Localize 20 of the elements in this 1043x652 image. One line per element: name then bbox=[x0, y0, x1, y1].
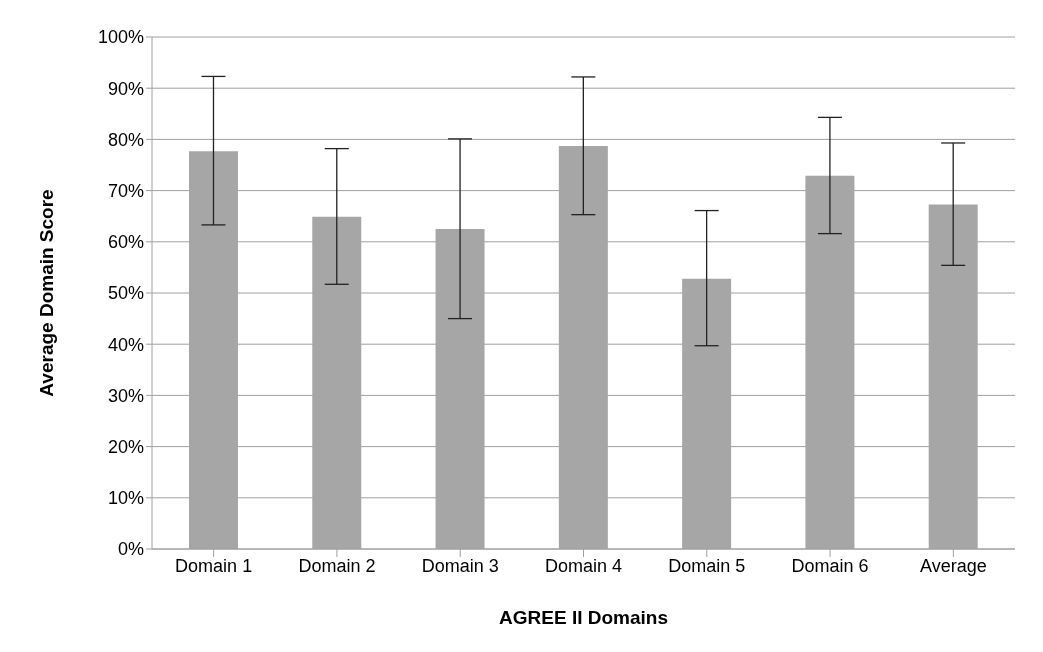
y-tick-label: 80% bbox=[107, 129, 144, 150]
x-tick-label: Domain 4 bbox=[544, 555, 623, 576]
y-tick-label: 100% bbox=[97, 27, 144, 48]
x-tick-label: Domain 5 bbox=[668, 555, 746, 576]
y-tick-label: 50% bbox=[107, 283, 144, 304]
x-tick-label: Domain 6 bbox=[791, 555, 869, 576]
x-axis-title: AGREE II Domains bbox=[499, 607, 668, 628]
y-tick-label: 10% bbox=[107, 488, 144, 509]
y-tick-label: 40% bbox=[107, 334, 144, 355]
x-tick-label: Domain 1 bbox=[175, 555, 253, 576]
x-tick-label: Domain 2 bbox=[298, 555, 376, 576]
y-axis-title: Average Domain Score bbox=[35, 189, 57, 397]
y-tick-label: 30% bbox=[107, 385, 144, 406]
x-tick-label: Domain 3 bbox=[421, 555, 499, 576]
y-tick-label: 0% bbox=[117, 539, 144, 560]
y-tick-label: 70% bbox=[107, 180, 144, 201]
y-tick-label: 60% bbox=[107, 232, 144, 253]
x-tick-label: Average bbox=[920, 555, 987, 576]
y-tick-label: 20% bbox=[107, 436, 144, 457]
y-tick-label: 90% bbox=[107, 78, 144, 99]
